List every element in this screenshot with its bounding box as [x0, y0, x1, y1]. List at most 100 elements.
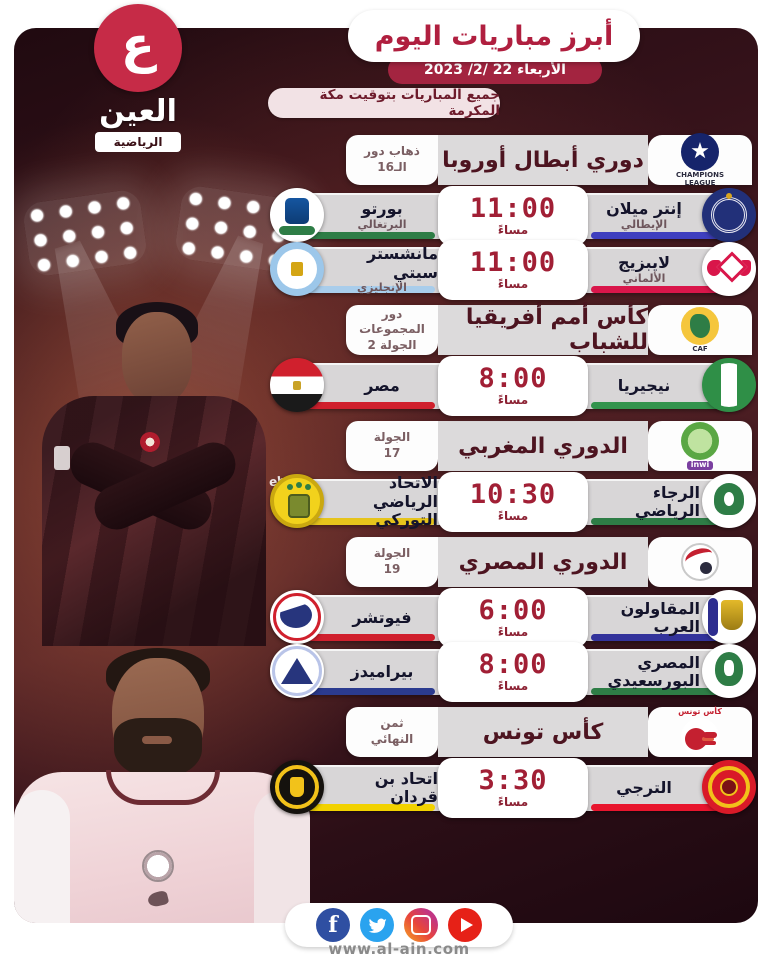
page-title: أبرز مباريات اليوم — [348, 10, 640, 62]
competition-logo-caption: CHAMPIONS LEAGUE — [676, 170, 724, 187]
inter-player-photo: eba — [20, 296, 306, 646]
kickoff-time: 11:00 — [469, 247, 557, 278]
home-color-line — [591, 518, 730, 525]
away-color-line — [296, 286, 435, 293]
youtube-icon[interactable] — [448, 908, 482, 942]
match-rows: الترجي اتحاد بن قردان 3:30 مساءً — [270, 757, 756, 818]
website-url[interactable]: www.al-ain.com — [328, 940, 470, 958]
away-team-name: بيراميدز — [350, 661, 414, 681]
competition-header: inwi الدوري المغربي الجولة 17 — [346, 421, 752, 471]
home-team-name: الرجاء الرياضي — [634, 482, 700, 520]
porto-badge — [270, 188, 324, 242]
away-color-line — [296, 518, 435, 525]
away-color-line — [296, 232, 435, 239]
kickoff-time-box: 6:00 مساءً — [438, 588, 588, 648]
away-team: مصر — [272, 363, 438, 409]
nigeria-badge — [702, 358, 756, 412]
away-team-league: الإنجليزي — [357, 281, 407, 295]
brand-name: العين — [99, 94, 177, 129]
botola-logo-icon — [681, 422, 719, 461]
away-team: فيوتشر — [272, 595, 438, 641]
kickoff-period: مساءً — [497, 509, 529, 523]
instagram-icon[interactable] — [404, 908, 438, 942]
competition-section: كأس تونس كأس تونس ثمن النهائي الترجي اتح… — [270, 707, 756, 818]
jersey-collar — [106, 770, 220, 805]
away-team-name: مانشستر سيتي — [367, 244, 438, 282]
player-beard — [114, 718, 202, 778]
away-team-name: الاتحاد الرياضي التوركي — [372, 473, 438, 530]
alain-sport-logo: ع العين الرياضية — [78, 4, 198, 152]
kickoff-period: مساءً — [497, 223, 529, 237]
match-row: المقاولون العرب فيوتشر 6:00 مساءً — [270, 588, 756, 648]
ucl-logo-icon — [681, 132, 719, 171]
away-team-name: بورتو — [361, 199, 403, 219]
caf-logo-icon — [681, 306, 719, 345]
twitter-icon[interactable] — [360, 908, 394, 942]
match-row: لايبزيج الألماني مانشستر سيتي الإنجليزي … — [270, 240, 756, 300]
player-mouth — [142, 736, 172, 744]
floodlight-left-icon — [21, 188, 149, 278]
facebook-icon[interactable]: f — [316, 908, 350, 942]
competition-logo-tab: كأس تونس — [648, 707, 752, 757]
home-team-name: نيجيريا — [617, 375, 671, 395]
match-row: الرجاء الرياضي الاتحاد الرياضي التوركي 1… — [270, 472, 756, 532]
social-bar: f — [285, 903, 513, 947]
competition-title: الدوري المصري — [438, 537, 648, 587]
home-color-line — [591, 232, 730, 239]
masry-badge — [702, 644, 756, 698]
timezone-note: جميع المباريات بتوقيت مكة المكرمة — [268, 87, 500, 119]
stage-label: دور المجموعات الجولة 2 — [359, 306, 425, 352]
home-team: نيجيريا — [588, 363, 754, 409]
stage-label: ذهاب دور الـ16 — [364, 144, 420, 174]
serie-a-patch — [54, 446, 70, 470]
away-team: الاتحاد الرياضي التوركي — [272, 474, 438, 529]
away-team: اتحاد بن قردان — [272, 765, 438, 811]
competition-section: CAF كأس أمم أفريقيا للشباب دور المجموعات… — [270, 305, 756, 416]
alain-logo-icon: ع — [94, 4, 182, 92]
kickoff-time: 10:30 — [469, 479, 557, 510]
stage-tab: ثمن النهائي — [346, 707, 438, 757]
competition-section: inwi الدوري المغربي الجولة 17 الرجاء الر… — [270, 421, 756, 532]
kickoff-period: مساءً — [497, 393, 529, 407]
stage-tab: ذهاب دور الـ16 — [346, 135, 438, 185]
city-crest — [142, 850, 174, 882]
raja-badge — [702, 474, 756, 528]
home-team-name: لايبزيج — [618, 253, 670, 273]
competition-logo-tab — [648, 537, 752, 587]
jersey-crest — [140, 432, 160, 452]
kickoff-time-box: 8:00 مساءً — [438, 642, 588, 702]
home-color-line — [591, 634, 730, 641]
home-team: الرجاء الرياضي — [588, 479, 754, 525]
kickoff-time: 11:00 — [469, 193, 557, 224]
stage-label: الجولة 17 — [373, 430, 411, 460]
contractors-badge — [702, 590, 756, 644]
kickoff-time: 8:00 — [478, 649, 548, 680]
home-color-line — [591, 286, 730, 293]
match-rows: نيجيريا مصر 8:00 مساءً — [270, 355, 756, 416]
city-player-photo — [14, 640, 314, 923]
match-row: نيجيريا مصر 8:00 مساءً — [270, 356, 756, 416]
home-team-league: الإيطالي — [620, 217, 668, 231]
away-team-name: مصر — [364, 375, 400, 395]
benguerdane-badge — [270, 760, 324, 814]
egyleague-logo-icon — [681, 543, 719, 581]
kickoff-time-box: 11:00 مساءً — [438, 186, 588, 246]
away-team: بيراميدز — [272, 649, 438, 695]
kickoff-time: 6:00 — [478, 595, 548, 626]
away-team-name: فيوتشر — [352, 607, 412, 627]
stage-label: ثمن النهائي — [370, 716, 414, 746]
away-color-line — [296, 402, 435, 409]
away-color-line — [296, 804, 435, 811]
kickoff-time-box: 10:30 مساءً — [438, 472, 588, 532]
away-team: مانشستر سيتي الإنجليزي — [272, 244, 438, 295]
competition-title: كأس أمم أفريقيا للشباب — [438, 305, 648, 355]
kickoff-time-box: 3:30 مساءً — [438, 758, 588, 818]
player-face — [122, 312, 192, 404]
away-color-line — [296, 634, 435, 641]
kickoff-time: 8:00 — [478, 363, 548, 394]
match-row: إنتر ميلان الإيطالي بورتو البرتغالي 11:0… — [270, 186, 756, 246]
match-rows: إنتر ميلان الإيطالي بورتو البرتغالي 11:0… — [270, 185, 756, 300]
inter-badge — [702, 188, 756, 242]
ain-letter: ع — [120, 16, 156, 74]
